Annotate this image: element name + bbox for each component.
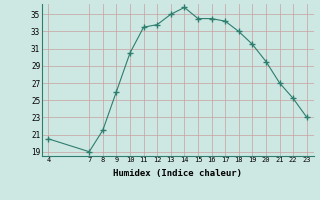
- X-axis label: Humidex (Indice chaleur): Humidex (Indice chaleur): [113, 169, 242, 178]
